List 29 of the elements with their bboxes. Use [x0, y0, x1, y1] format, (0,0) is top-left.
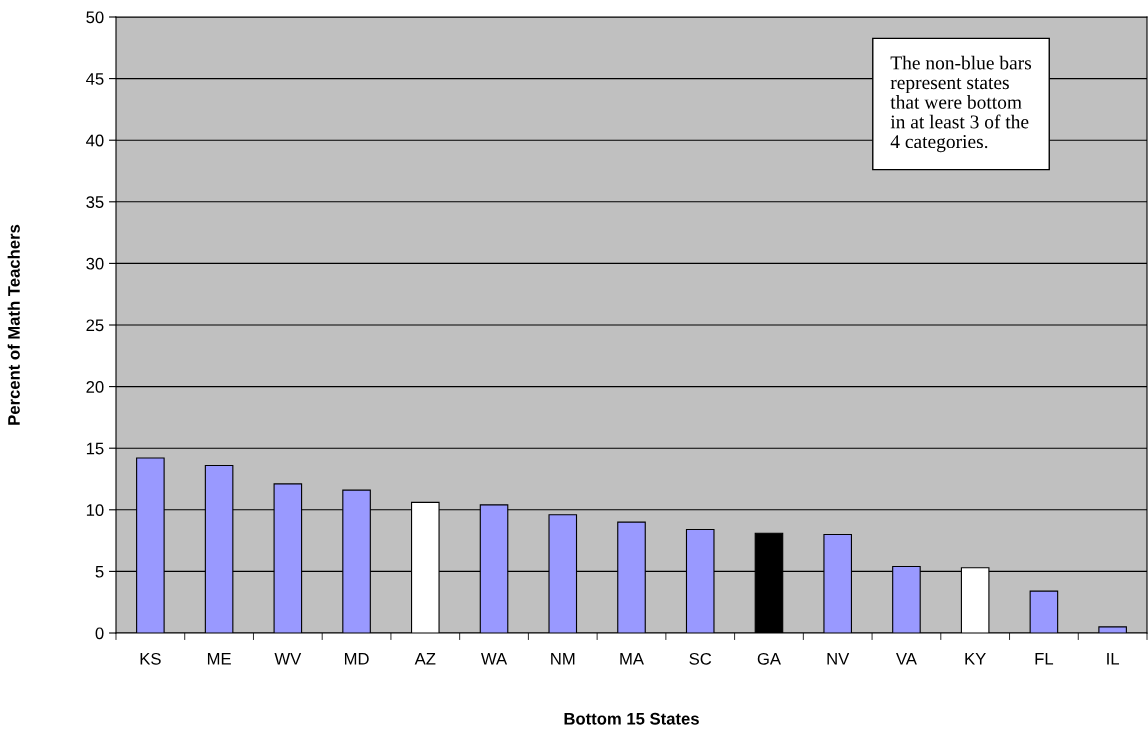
y-tick-label: 50 — [86, 11, 104, 24]
y-tick-label: 20 — [86, 381, 104, 393]
x-tick-label: VA — [896, 653, 917, 665]
y-axis-title: Percent of Math Teachers — [7, 224, 20, 425]
y-tick-label: 30 — [86, 257, 104, 270]
y-tick-label: 45 — [86, 73, 104, 85]
x-tick-label: WA — [480, 653, 508, 665]
y-tick-label: 25 — [86, 319, 104, 332]
x-tick-label: GA — [757, 652, 781, 665]
x-tick-label: ME — [207, 653, 231, 665]
x-tick-label: KS — [140, 652, 161, 665]
x-tick-label: AZ — [414, 653, 436, 665]
y-tick-label: 15 — [86, 442, 104, 455]
y-tick-label: 40 — [86, 134, 104, 147]
x-tick-label: NV — [827, 653, 850, 665]
x-tick-label: WV — [274, 653, 302, 665]
y-tick-label: 5 — [95, 565, 104, 578]
x-tick-label: MA — [620, 653, 644, 665]
x-tick-label: NM — [551, 653, 575, 665]
y-tick-label: 10 — [86, 504, 104, 516]
x-tick-label: KY — [965, 653, 986, 665]
x-tick-label: SC — [689, 652, 712, 665]
y-tick-label: 0 — [95, 627, 104, 640]
x-tick-label: FL — [1035, 653, 1054, 665]
x-tick-label: MD — [344, 653, 369, 665]
x-axis-title: Bottom 15 States — [564, 712, 699, 725]
annotation: The non-blue bars represent states that were bottom in at least 3 of the 4 categories. — [890, 55, 1032, 153]
x-tick-label: IL — [1107, 653, 1120, 665]
y-tick-label: 35 — [86, 196, 104, 208]
